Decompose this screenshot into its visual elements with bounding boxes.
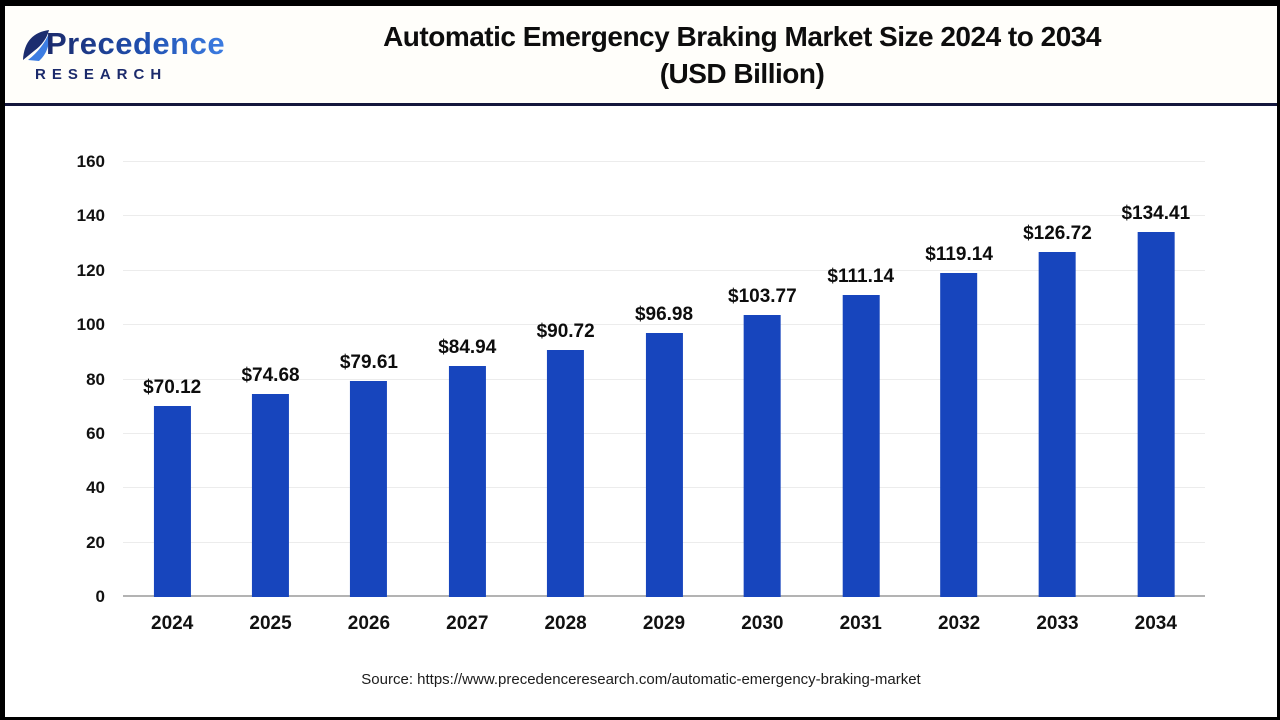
bar-value-label: $103.77 bbox=[728, 285, 797, 307]
bar-value-label: $90.72 bbox=[536, 321, 595, 343]
y-tick-label: 40 bbox=[86, 478, 105, 498]
gridline bbox=[123, 324, 1205, 326]
x-tick-label: 2024 bbox=[151, 613, 194, 634]
source-text: Source: https://www.precedenceresearch.c… bbox=[361, 671, 921, 688]
y-tick-label: 0 bbox=[95, 587, 105, 606]
logo-row: Precedence bbox=[21, 26, 225, 65]
x-tick-label: 2032 bbox=[937, 613, 981, 634]
bar-value-label: $134.41 bbox=[1121, 202, 1191, 224]
bar-group-2025: $74.68 bbox=[241, 364, 300, 597]
x-tick-label: 2030 bbox=[741, 613, 784, 634]
x-tick-label: 2028 bbox=[544, 613, 587, 634]
bar-value-label: $96.98 bbox=[634, 304, 694, 326]
bar-value-label: $74.68 bbox=[241, 364, 300, 386]
gridline bbox=[123, 161, 1205, 162]
x-axis: 2024 2025 2026 2027 2028 2029 2030 2031 2032 2033… bbox=[123, 597, 1205, 641]
bar-group-2030: $103.77 bbox=[728, 286, 797, 597]
gridline bbox=[123, 269, 1205, 271]
chart-title-line2: (USD Billion) bbox=[659, 57, 825, 89]
y-tick-label: 20 bbox=[86, 532, 105, 552]
bar-value-label: $70.12 bbox=[143, 377, 202, 399]
x-tick-label: 2031 bbox=[839, 613, 882, 634]
y-tick-label: 80 bbox=[86, 369, 105, 389]
x-tick-label: 2027 bbox=[446, 613, 489, 634]
logo-subtitle: RESEARCH bbox=[35, 66, 217, 83]
bar-value-label: $111.14 bbox=[827, 265, 895, 287]
gridline bbox=[123, 215, 1205, 217]
logo-name: Precedence bbox=[46, 25, 226, 61]
bar-group-2026: $79.61 bbox=[340, 352, 398, 597]
bar-value-label: $126.72 bbox=[1023, 223, 1092, 245]
bar-group-2033: $126.72 bbox=[1023, 223, 1092, 597]
bar-value-label: $79.61 bbox=[339, 351, 398, 373]
y-tick-label: 120 bbox=[76, 260, 105, 280]
bar-2027 bbox=[448, 366, 486, 597]
y-tick-label: 140 bbox=[76, 206, 105, 226]
y-tick-label: 60 bbox=[86, 423, 105, 443]
precedence-research-logo: Precedence RESEARCH bbox=[5, 26, 225, 83]
bar-value-label: $84.94 bbox=[438, 337, 497, 359]
bar-group-2032: $119.14 bbox=[925, 244, 993, 597]
bar-2033 bbox=[1038, 252, 1076, 597]
bar-value-label: $119.14 bbox=[925, 244, 993, 266]
bar-group-2031: $111.14 bbox=[827, 266, 894, 597]
y-tick-label: 160 bbox=[76, 152, 105, 171]
plot-wrap: 0 20 40 60 80 100 120 140 160 $70.12 $74.68 $79.61 $… bbox=[77, 152, 1205, 641]
bar-2031 bbox=[842, 294, 880, 597]
y-tick-label: 100 bbox=[76, 315, 105, 335]
chart-title: Automatic Emergency Braking Market Size … bbox=[217, 18, 1277, 92]
bar-2026 bbox=[350, 380, 388, 597]
chart-region: 0 20 40 60 80 100 120 140 160 $70.12 $74.68 $79.61 $… bbox=[5, 152, 1277, 688]
bar-2032 bbox=[940, 273, 978, 597]
bar-group-2028: $90.72 bbox=[537, 321, 595, 597]
x-tick-label: 2026 bbox=[347, 613, 391, 634]
bar-2029 bbox=[645, 333, 683, 597]
bar-2034 bbox=[1137, 231, 1175, 597]
bar-group-2027: $84.94 bbox=[438, 337, 496, 597]
x-tick-label: 2025 bbox=[249, 613, 292, 634]
header-divider bbox=[5, 103, 1277, 106]
bar-2030 bbox=[743, 314, 781, 597]
x-tick-label: 2034 bbox=[1134, 613, 1177, 634]
chart-title-line1: Automatic Emergency Braking Market Size … bbox=[383, 20, 1101, 52]
bar-group-2034: $134.41 bbox=[1121, 203, 1190, 597]
bar-2024 bbox=[153, 406, 191, 597]
x-tick-label: 2029 bbox=[642, 613, 686, 634]
bar-2028 bbox=[547, 350, 585, 597]
bar-group-2029: $96.98 bbox=[635, 304, 693, 597]
header: Precedence RESEARCH Automatic Emergency … bbox=[5, 6, 1277, 103]
bar-2025 bbox=[252, 393, 290, 597]
leaf-icon bbox=[23, 29, 50, 61]
bar-group-2024: $70.12 bbox=[143, 377, 201, 597]
x-tick-label: 2033 bbox=[1036, 613, 1079, 634]
plot-area: 0 20 40 60 80 100 120 140 160 $70.12 $74.68 $79.61 $… bbox=[77, 152, 1205, 606]
